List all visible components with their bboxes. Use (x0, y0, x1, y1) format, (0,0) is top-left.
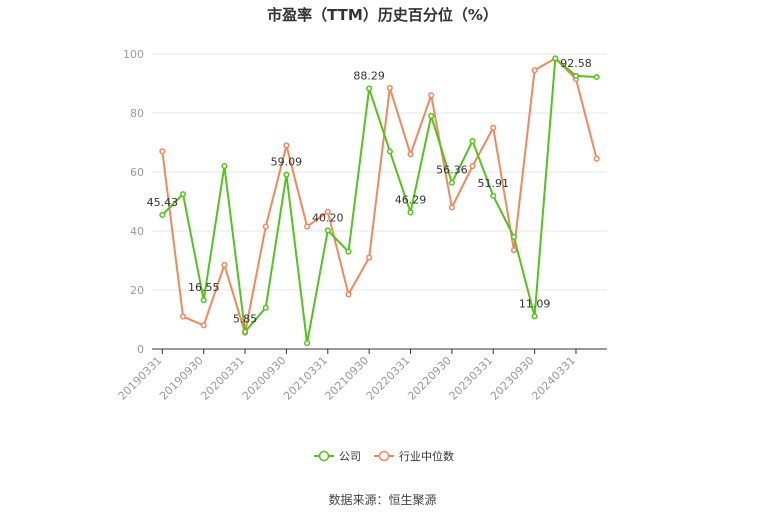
legend-label-company: 公司 (339, 450, 361, 463)
data-point-company (262, 304, 269, 311)
data-label: 45.43 (147, 196, 179, 209)
data-point-industry (324, 208, 331, 215)
data-point-industry (221, 261, 228, 268)
data-point-company (221, 163, 228, 170)
data-point-company (552, 55, 559, 62)
data-point-company (345, 248, 352, 255)
data-point-industry (531, 67, 538, 74)
x-tick-label: 20230930 (488, 354, 537, 403)
data-point-company (159, 211, 166, 219)
data-point-company (200, 297, 207, 304)
y-tick-label: 20 (130, 284, 144, 297)
y-tick-label: 80 (130, 107, 144, 120)
data-point-company (510, 233, 517, 240)
legend-label-industry: 行业中位数 (399, 449, 454, 463)
series-line-company (161, 57, 597, 345)
data-point-industry (469, 163, 476, 170)
data-point-company (407, 209, 414, 216)
data-point-industry (490, 124, 497, 131)
data-label: 88.29 (353, 70, 385, 83)
data-label: 92.58 (560, 57, 592, 70)
x-tick-label: 20210331 (281, 354, 330, 403)
data-point-industry (159, 148, 166, 155)
x-tick-label: 20200930 (240, 354, 289, 403)
legend-marker-company (318, 450, 330, 462)
data-point-industry (428, 92, 435, 99)
data-point-industry (448, 204, 455, 211)
x-tick-label: 20220331 (364, 354, 413, 403)
data-point-industry (366, 254, 373, 261)
data-point-company (469, 137, 476, 145)
data-label: 51.91 (478, 177, 510, 190)
data-point-industry (345, 291, 352, 298)
data-point-industry (407, 151, 414, 158)
data-point-industry (200, 322, 207, 329)
data-point-company (593, 73, 600, 81)
data-point-company (179, 191, 187, 198)
data-point-industry (593, 155, 600, 162)
data-point-company (572, 72, 580, 79)
data-label: 11.09 (519, 297, 551, 310)
data-point-company (490, 192, 497, 199)
y-tick-label: 0 (137, 343, 144, 356)
y-tick-label: 40 (130, 225, 144, 238)
legend-marker-industry (378, 450, 390, 462)
data-point-company (366, 85, 373, 92)
x-tick-label: 20190331 (116, 354, 165, 403)
data-point-company (531, 313, 538, 320)
x-tick-label: 20230331 (447, 354, 496, 403)
data-point-company (386, 148, 393, 155)
x-tick-label: 20200331 (198, 354, 247, 403)
y-tick-label: 60 (130, 166, 144, 179)
data-point-industry (304, 223, 311, 230)
data-point-company (242, 328, 249, 335)
chart-title: 市盈率（TTM）历史百分位（%） (267, 6, 498, 24)
x-tick-label: 20210930 (322, 354, 371, 403)
data-label: 40.20 (312, 211, 344, 224)
data-label: 59.09 (271, 156, 303, 169)
data-label: 56.36 (436, 164, 468, 177)
data-label: 5.85 (233, 313, 258, 326)
x-tick-label: 20220930 (405, 354, 454, 403)
data-point-industry (386, 84, 393, 91)
data-point-industry (283, 142, 290, 149)
data-point-company (324, 227, 331, 234)
series-line-industry (161, 57, 598, 334)
data-point-industry (510, 247, 517, 254)
source-note: 数据来源：恒生聚源 (328, 493, 437, 507)
data-point-company (304, 340, 311, 347)
data-point-company (283, 171, 290, 178)
data-label: 46.29 (395, 193, 427, 206)
x-tick-label: 20240331 (529, 354, 578, 403)
data-label: 16.55 (188, 281, 220, 294)
y-tick-label: 100 (123, 48, 144, 61)
data-point-industry (179, 313, 187, 320)
x-tick-label: 20190930 (157, 354, 206, 403)
data-point-company (448, 179, 455, 186)
data-point-company (428, 112, 435, 119)
data-point-industry (262, 223, 269, 230)
